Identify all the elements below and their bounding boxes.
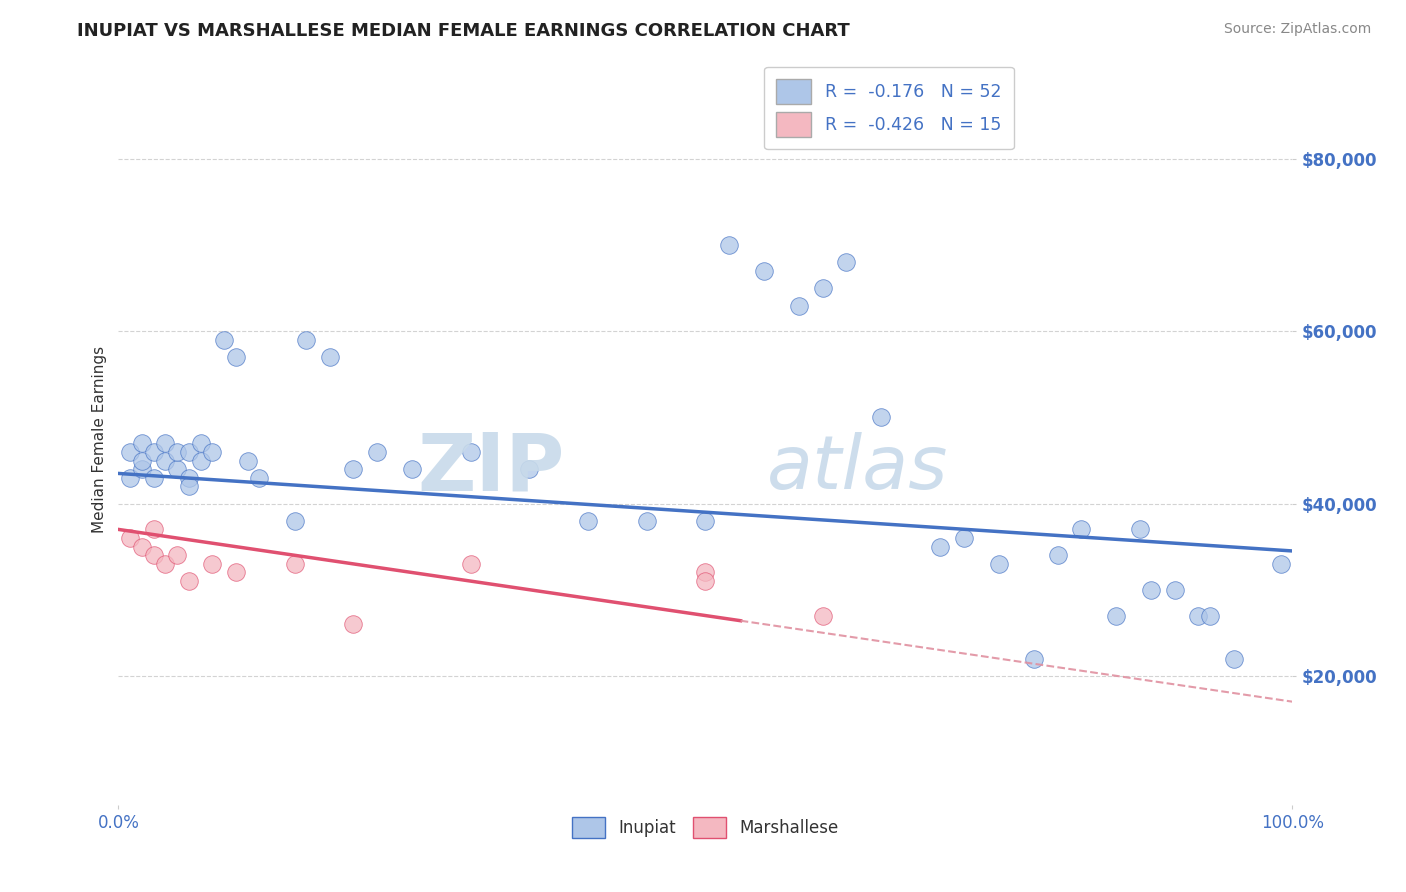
Point	[131, 462, 153, 476]
Point	[236, 453, 259, 467]
Point	[811, 608, 834, 623]
Point	[177, 479, 200, 493]
Point	[342, 462, 364, 476]
Point	[177, 445, 200, 459]
Point	[283, 557, 305, 571]
Point	[247, 471, 270, 485]
Point	[811, 281, 834, 295]
Point	[1129, 523, 1152, 537]
Point	[120, 471, 142, 485]
Y-axis label: Median Female Earnings: Median Female Earnings	[93, 345, 107, 533]
Point	[295, 333, 318, 347]
Point	[1022, 651, 1045, 665]
Point	[166, 548, 188, 562]
Point	[695, 514, 717, 528]
Point	[952, 531, 974, 545]
Point	[1140, 582, 1163, 597]
Point	[870, 410, 893, 425]
Point	[319, 350, 342, 364]
Point	[636, 514, 658, 528]
Point	[717, 238, 740, 252]
Point	[190, 436, 212, 450]
Point	[225, 566, 247, 580]
Point	[131, 540, 153, 554]
Point	[366, 445, 388, 459]
Point	[177, 471, 200, 485]
Point	[1222, 651, 1244, 665]
Point	[120, 531, 142, 545]
Point	[142, 548, 165, 562]
Point	[177, 574, 200, 588]
Point	[1270, 557, 1292, 571]
Point	[155, 453, 177, 467]
Point	[1164, 582, 1187, 597]
Point	[695, 574, 717, 588]
Point	[401, 462, 423, 476]
Text: INUPIAT VS MARSHALLESE MEDIAN FEMALE EARNINGS CORRELATION CHART: INUPIAT VS MARSHALLESE MEDIAN FEMALE EAR…	[77, 22, 851, 40]
Point	[190, 453, 212, 467]
Point	[1070, 523, 1092, 537]
Text: Source: ZipAtlas.com: Source: ZipAtlas.com	[1223, 22, 1371, 37]
Point	[752, 264, 775, 278]
Point	[1199, 608, 1222, 623]
Point	[131, 436, 153, 450]
Point	[695, 566, 717, 580]
Point	[142, 523, 165, 537]
Text: ZIP: ZIP	[418, 429, 564, 508]
Point	[201, 557, 224, 571]
Point	[120, 445, 142, 459]
Point	[576, 514, 599, 528]
Point	[212, 333, 235, 347]
Point	[155, 436, 177, 450]
Point	[787, 298, 810, 312]
Point	[142, 445, 165, 459]
Point	[342, 617, 364, 632]
Point	[155, 557, 177, 571]
Point	[201, 445, 224, 459]
Point	[517, 462, 540, 476]
Point	[1187, 608, 1209, 623]
Point	[835, 255, 858, 269]
Point	[166, 445, 188, 459]
Point	[987, 557, 1010, 571]
Point	[283, 514, 305, 528]
Legend: Inupiat, Marshallese: Inupiat, Marshallese	[565, 811, 845, 844]
Point	[460, 557, 482, 571]
Point	[225, 350, 247, 364]
Point	[929, 540, 952, 554]
Point	[1105, 608, 1128, 623]
Point	[142, 471, 165, 485]
Point	[460, 445, 482, 459]
Point	[1046, 548, 1069, 562]
Point	[131, 453, 153, 467]
Point	[166, 462, 188, 476]
Text: atlas: atlas	[768, 433, 949, 504]
